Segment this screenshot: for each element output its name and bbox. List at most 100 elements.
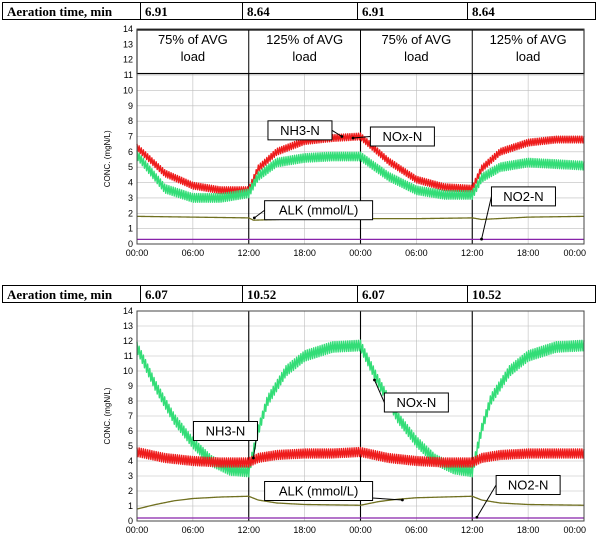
- annotation-label: ALK (mmol/L): [279, 484, 358, 499]
- y-tick-label: 1: [128, 224, 133, 234]
- y-tick-label: 12: [123, 55, 133, 65]
- y-tick-label: 3: [128, 193, 133, 203]
- aeration-time-value: 8.64: [243, 3, 358, 19]
- aeration-time-row: Aeration time, min 6.07 10.52 6.07 10.52: [2, 285, 596, 303]
- y-tick-label: 10: [123, 366, 133, 376]
- aeration-time-value: 10.52: [243, 286, 358, 302]
- series-line: [136, 339, 585, 478]
- x-tick-label: 00:00: [563, 525, 586, 535]
- y-axis-label: CONC. (mgN/L): [103, 387, 112, 444]
- y-tick-label: 11: [124, 70, 133, 80]
- annotation-arrow-head: [480, 237, 483, 241]
- y-tick-label: 8: [128, 116, 133, 126]
- x-tick-label: 06:00: [182, 525, 205, 535]
- x-tick-label: 06:00: [405, 525, 428, 535]
- load-label-text: load: [292, 49, 317, 64]
- x-tick-label: 00:00: [349, 525, 372, 535]
- plot-frame: [136, 28, 585, 245]
- annotation-box: [267, 120, 333, 141]
- y-axis-label: CONC. (mgN/L): [103, 130, 112, 187]
- annotation-arrow: [481, 196, 492, 240]
- y-tick-label: 13: [123, 321, 133, 331]
- y-tick-label: 6: [128, 147, 133, 157]
- annotation-arrow-head: [401, 498, 404, 502]
- x-tick-label: 12:00: [461, 525, 484, 535]
- plot-frame: [136, 310, 585, 522]
- load-label-text: 75% of AVG: [158, 32, 228, 47]
- annotation-box: [192, 421, 258, 441]
- aeration-time-value: 6.07: [358, 286, 468, 302]
- y-tick-label: 2: [128, 208, 133, 218]
- x-tick-label: 00:00: [126, 248, 149, 258]
- x-tick-label: 00:00: [563, 248, 586, 258]
- annotation-arrow-head: [340, 135, 344, 138]
- series-line: [136, 132, 585, 195]
- y-tick-label: 4: [128, 178, 133, 188]
- y-tick-label: 0: [128, 516, 133, 526]
- load-label-text: load: [404, 49, 429, 64]
- annotation-arrow: [374, 379, 385, 403]
- series-line: [136, 150, 585, 203]
- y-tick-label: 3: [128, 471, 133, 481]
- y-tick-label: 12: [123, 336, 133, 346]
- annotation-arrow: [476, 484, 497, 518]
- annotation-label: NH3-N: [206, 424, 246, 439]
- y-tick-label: 11: [124, 351, 133, 361]
- y-tick-label: 7: [128, 132, 133, 142]
- y-tick-label: 1: [128, 501, 133, 511]
- chart-panel-top: Aeration time, min 6.91 8.64 6.91 8.64 7…: [0, 0, 600, 270]
- x-tick-label: 18:00: [517, 525, 540, 535]
- aeration-time-value: 6.07: [141, 286, 243, 302]
- load-label-text: 125% of AVG: [266, 32, 343, 47]
- y-tick-label: 0: [128, 239, 133, 249]
- annotation-label: ALK (mmol/L): [279, 203, 358, 218]
- x-tick-label: 18:00: [293, 525, 316, 535]
- annotation-arrow: [254, 209, 265, 219]
- chart-panel-bottom: Aeration time, min 6.07 10.52 6.07 10.52…: [0, 283, 600, 547]
- annotation-box: [369, 126, 435, 147]
- x-tick-label: 12:00: [237, 525, 260, 535]
- annotation-arrow-head: [373, 378, 376, 382]
- x-tick-label: 18:00: [517, 248, 540, 258]
- aeration-time-label: Aeration time, min: [3, 286, 141, 302]
- x-tick-label: 12:00: [237, 248, 260, 258]
- y-tick-label: 5: [128, 162, 133, 172]
- x-tick-label: 00:00: [126, 525, 149, 535]
- y-tick-label: 7: [128, 411, 133, 421]
- load-label-text: load: [516, 49, 541, 64]
- aeration-time-value: 6.91: [358, 3, 468, 19]
- annotation-arrow-head: [475, 515, 479, 519]
- annotation-box: [383, 392, 449, 413]
- annotation-arrow-head: [252, 216, 256, 220]
- x-tick-label: 12:00: [461, 248, 484, 258]
- load-label-text: 75% of AVG: [381, 32, 451, 47]
- y-tick-label: 14: [123, 306, 133, 316]
- y-tick-label: 2: [128, 486, 133, 496]
- annotation-label: NO2-N: [508, 478, 548, 493]
- annotation-box: [264, 481, 374, 501]
- aeration-time-label: Aeration time, min: [3, 3, 141, 19]
- aeration-time-value: 6.91: [141, 3, 243, 19]
- aeration-time-value: 10.52: [472, 287, 502, 302]
- aeration-time-value: 8.64: [472, 4, 495, 19]
- y-tick-label: 5: [128, 441, 133, 451]
- x-tick-label: 06:00: [182, 248, 205, 258]
- y-tick-label: 10: [123, 85, 133, 95]
- x-tick-label: 00:00: [349, 248, 372, 258]
- load-label-text: load: [181, 49, 206, 64]
- y-tick-label: 9: [128, 381, 133, 391]
- x-tick-label: 06:00: [405, 248, 428, 258]
- annotation-box: [495, 475, 561, 495]
- annotation-label: NOx-N: [397, 395, 437, 410]
- line-chart-top: 75% of AVG load 125% of AVG load 75% of AVG l…: [103, 24, 586, 258]
- annotation-label: NO2-N: [503, 189, 543, 204]
- y-tick-label: 6: [128, 426, 133, 436]
- load-label-text: 125% of AVG: [490, 32, 567, 47]
- annotation-arrow-head: [351, 136, 355, 140]
- annotation-label: NH3-N: [280, 123, 320, 138]
- y-tick-label: 9: [128, 101, 133, 111]
- annotation-box: [264, 200, 374, 221]
- annotation-box: [490, 186, 556, 207]
- y-tick-label: 4: [128, 456, 133, 466]
